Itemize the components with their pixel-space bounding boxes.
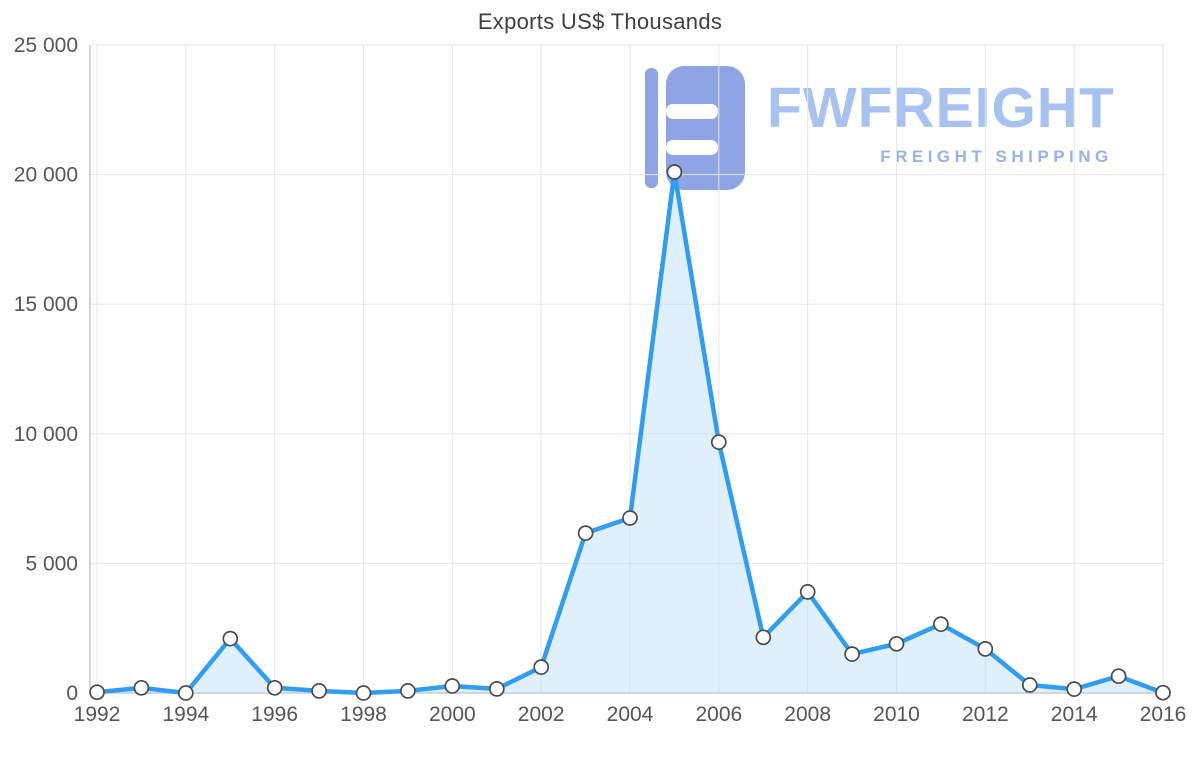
data-point-marker[interactable] xyxy=(622,510,638,526)
data-point-marker[interactable] xyxy=(799,584,816,600)
data-point-marker[interactable] xyxy=(888,635,905,652)
data-point-marker[interactable] xyxy=(755,629,772,646)
data-point-marker[interactable] xyxy=(1021,677,1038,693)
chart-title: Exports US$ Thousands xyxy=(477,9,723,34)
watermark: FWFREIGHT FREIGHT SHIPPING xyxy=(645,66,1115,190)
y-tick-label: 5 000 xyxy=(25,552,78,575)
watermark-text-block: FWFREIGHT FREIGHT SHIPPING xyxy=(767,66,1115,167)
data-point-marker[interactable] xyxy=(710,434,727,450)
data-point-marker[interactable] xyxy=(1110,668,1127,685)
fwfreight-logo-icon xyxy=(645,66,745,190)
x-tick-label: 2008 xyxy=(784,703,831,726)
data-point-marker[interactable] xyxy=(666,164,683,180)
data-point-marker[interactable] xyxy=(444,678,461,694)
watermark-brand-text: FWFREIGHT xyxy=(767,76,1115,140)
watermark-tagline-text: FREIGHT SHIPPING xyxy=(880,147,1113,166)
x-tick-label: 1998 xyxy=(340,703,387,726)
data-point-marker[interactable] xyxy=(311,683,327,699)
y-tick-label: 25 000 xyxy=(14,34,78,57)
data-point-marker[interactable] xyxy=(933,616,949,632)
data-point-marker[interactable] xyxy=(177,685,194,701)
data-point-marker[interactable] xyxy=(355,685,372,701)
data-point-marker[interactable] xyxy=(533,659,550,675)
data-point-marker[interactable] xyxy=(844,646,860,662)
x-tick-label: 2010 xyxy=(873,703,920,726)
x-tick-label: 2016 xyxy=(1140,703,1187,726)
data-point-marker[interactable] xyxy=(977,641,994,657)
x-tick-label: 2014 xyxy=(1051,703,1098,726)
x-tick-label: 2006 xyxy=(695,703,742,726)
x-tick-label: 2000 xyxy=(429,703,476,726)
x-tick-label: 2002 xyxy=(518,703,565,726)
data-point-marker[interactable] xyxy=(1066,681,1083,697)
y-tick-label: 10 000 xyxy=(14,423,78,446)
data-point-marker[interactable] xyxy=(89,684,105,701)
y-tick-label: 0 xyxy=(66,682,78,705)
chart-area-fill xyxy=(97,172,1163,693)
x-tick-label: 2012 xyxy=(962,703,1009,726)
data-point-marker[interactable] xyxy=(488,681,505,697)
data-point-marker[interactable] xyxy=(266,679,283,696)
data-point-marker[interactable] xyxy=(133,679,150,696)
x-tick-label: 2004 xyxy=(607,703,654,726)
data-point-marker[interactable] xyxy=(400,683,416,699)
x-tick-label: 1994 xyxy=(162,703,209,726)
x-tick-label: 1992 xyxy=(74,703,121,726)
data-point-marker[interactable] xyxy=(1155,684,1171,701)
data-point-marker[interactable] xyxy=(222,630,239,647)
data-point-marker[interactable] xyxy=(577,525,594,541)
x-tick-label: 1996 xyxy=(251,703,298,726)
y-tick-label: 15 000 xyxy=(14,293,78,316)
y-tick-label: 20 000 xyxy=(14,164,78,187)
